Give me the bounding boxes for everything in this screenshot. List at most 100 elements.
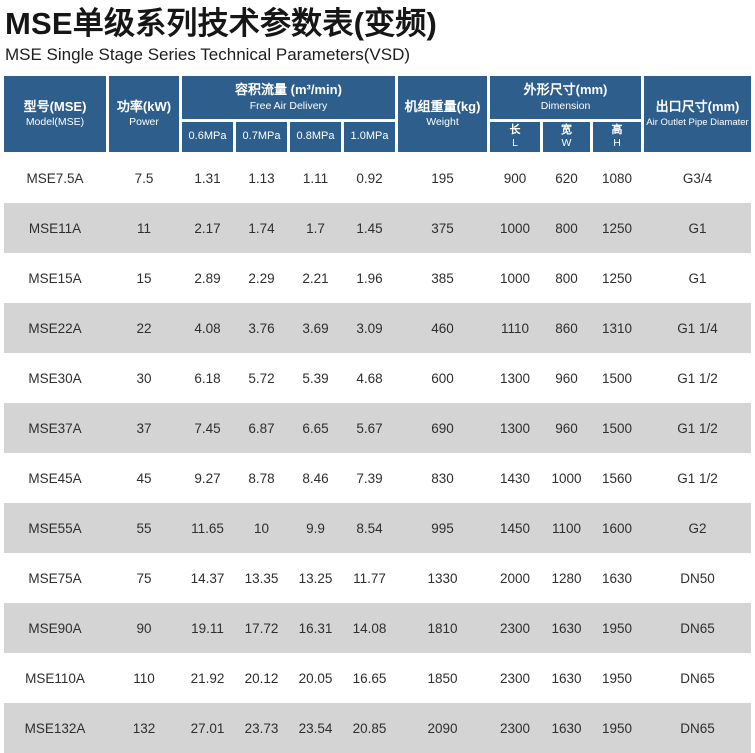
cell-height: 1600 <box>601 520 633 536</box>
cell-weight: 830 <box>431 470 454 486</box>
header-power-en: Power <box>129 116 159 129</box>
header-dim-sub-height: 高 H <box>593 122 641 153</box>
cell-width: 860 <box>555 320 578 336</box>
header-fad-sub-0-8mpa: 0.8MPa <box>290 122 341 153</box>
table-row: MSE132A 132 27.01 23.73 23.54 20.85 2090… <box>4 703 751 753</box>
cell-fad-1-0mpa: 8.54 <box>356 520 383 536</box>
cell-model: MSE132A <box>24 720 86 736</box>
cell-model: MSE75A <box>28 570 82 586</box>
cell-model: MSE22A <box>28 320 82 336</box>
cell-fad-0-7mpa: 1.74 <box>248 220 275 236</box>
cell-fad-0-8mpa: 1.7 <box>306 220 325 236</box>
table-row: MSE75A 75 14.37 13.35 13.25 11.77 1330 2… <box>4 553 751 604</box>
cell-width: 960 <box>555 370 578 386</box>
table-row: MSE110A 110 21.92 20.12 20.05 16.65 1850… <box>4 653 751 704</box>
cell-fad-0-6mpa: 27.01 <box>190 720 225 736</box>
header-outlet-zh: 出口尺寸(mm) <box>655 99 740 115</box>
cell-power: 110 <box>133 670 155 686</box>
cell-model: MSE45A <box>28 470 82 486</box>
cell-model: MSE90A <box>28 620 82 636</box>
header-power-zh: 功率(kW) <box>116 98 172 114</box>
cell-length: 1000 <box>499 220 531 236</box>
table-row: MSE90A 90 19.11 17.72 16.31 14.08 1810 2… <box>4 603 751 654</box>
header-power: 功率(kW) Power <box>109 76 179 153</box>
cell-height: 1310 <box>601 320 633 336</box>
header-fad-sub-0-6mpa: 0.6MPa <box>182 122 233 153</box>
cell-power: 132 <box>132 720 156 736</box>
table-row: MSE55A 55 11.65 10 9.9 8.54 995 1450 110… <box>4 503 751 554</box>
cell-length: 2000 <box>499 570 531 586</box>
cell-fad-1-0mpa: 1.45 <box>356 220 383 236</box>
cell-fad-0-6mpa: 6.18 <box>194 370 221 386</box>
table-header: 型号(MSE) Model(MSE) 功率(kW) Power 容积流量 (m³… <box>4 76 751 153</box>
cell-outlet: DN50 <box>680 570 715 586</box>
cell-width: 1280 <box>551 570 582 586</box>
cell-width: 620 <box>555 170 578 186</box>
cell-outlet: DN65 <box>680 670 715 686</box>
cell-length: 1000 <box>499 270 531 286</box>
table-row: MSE11A 11 2.17 1.74 1.7 1.45 375 1000 80… <box>4 203 751 254</box>
cell-length: 1450 <box>499 520 531 536</box>
header-model: 型号(MSE) Model(MSE) <box>4 76 106 153</box>
cell-length: 2300 <box>499 620 531 636</box>
cell-fad-0-6mpa: 21.92 <box>190 670 225 686</box>
cell-fad-1-0mpa: 1.96 <box>356 270 383 286</box>
cell-fad-1-0mpa: 20.85 <box>352 720 387 736</box>
cell-fad-0-6mpa: 4.08 <box>194 320 221 336</box>
cell-outlet: G1 1/2 <box>677 470 718 486</box>
cell-fad-0-7mpa: 13.35 <box>244 570 279 586</box>
cell-weight: 460 <box>431 320 454 336</box>
cell-width: 1100 <box>551 520 582 536</box>
cell-width: 800 <box>555 220 578 236</box>
cell-fad-0-6mpa: 11.65 <box>191 520 224 536</box>
cell-height: 1250 <box>601 220 633 236</box>
header-fad-group: 容积流量 (m³/min) Free Air Delivery <box>182 76 395 120</box>
header-dim-sub-length: 长 L <box>490 122 540 153</box>
cell-fad-0-7mpa: 20.12 <box>244 670 279 686</box>
cell-fad-0-7mpa: 6.87 <box>248 420 275 436</box>
cell-width: 960 <box>555 420 578 436</box>
cell-length: 900 <box>503 170 527 186</box>
cell-height: 1950 <box>601 720 633 736</box>
cell-weight: 195 <box>431 170 454 186</box>
cell-power: 11 <box>136 220 151 236</box>
cell-fad-1-0mpa: 14.08 <box>352 620 387 636</box>
cell-model: MSE110A <box>25 670 85 686</box>
cell-fad-0-7mpa: 8.78 <box>248 470 275 486</box>
cell-power: 37 <box>136 420 152 436</box>
cell-outlet: DN65 <box>680 720 715 736</box>
header-dim-sub-width: 宽 W <box>543 122 590 153</box>
cell-height: 1250 <box>601 270 633 286</box>
cell-model: MSE11A <box>28 220 82 236</box>
header-model-en: Model(MSE) <box>25 116 85 129</box>
cell-length: 1300 <box>499 370 531 386</box>
cell-weight: 375 <box>431 220 454 236</box>
cell-fad-0-7mpa: 17.72 <box>244 620 279 636</box>
header-dimension-en: Dimension <box>540 99 591 112</box>
cell-outlet: G1 <box>688 220 707 236</box>
cell-height: 1950 <box>601 620 633 636</box>
cell-length: 1300 <box>499 420 531 436</box>
cell-fad-0-8mpa: 9.9 <box>306 520 325 536</box>
cell-width: 1000 <box>551 470 582 486</box>
cell-fad-0-8mpa: 1.11 <box>302 170 329 186</box>
table-row: MSE22A 22 4.08 3.76 3.69 3.09 460 1110 8… <box>4 303 751 354</box>
cell-weight: 600 <box>431 370 454 386</box>
cell-fad-1-0mpa: 7.39 <box>356 470 383 486</box>
header-fad-zh: 容积流量 (m³/min) <box>235 82 342 98</box>
cell-fad-0-8mpa: 13.25 <box>298 570 333 586</box>
cell-fad-1-0mpa: 0.92 <box>356 170 383 186</box>
cell-width: 1630 <box>551 670 582 686</box>
cell-length: 1110 <box>500 320 530 336</box>
cell-height: 1560 <box>601 470 633 486</box>
cell-outlet: G1 1/4 <box>677 320 718 336</box>
cell-height: 1080 <box>601 170 633 186</box>
cell-outlet: G1 <box>688 270 707 286</box>
header-fad-sub-0-7mpa: 0.7MPa <box>236 122 287 153</box>
cell-fad-0-7mpa: 3.76 <box>248 320 275 336</box>
cell-fad-0-6mpa: 2.89 <box>194 270 221 286</box>
cell-power: 75 <box>136 570 152 586</box>
header-model-zh: 型号(MSE) <box>23 98 87 114</box>
cell-height: 1500 <box>601 420 633 436</box>
table-row: MSE30A 30 6.18 5.72 5.39 4.68 600 1300 9… <box>4 353 751 404</box>
